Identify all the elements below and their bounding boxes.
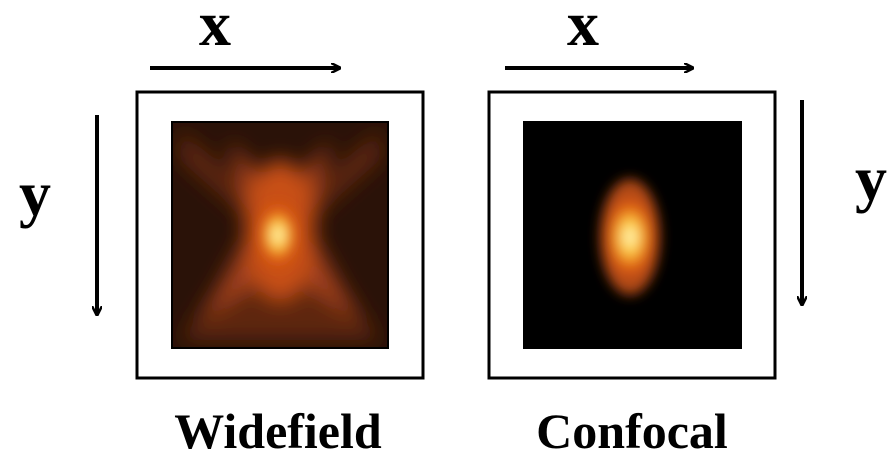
widefield-panel: x y Widefield bbox=[19, 0, 423, 454]
psf-image bbox=[172, 122, 388, 348]
y-label: y bbox=[855, 143, 887, 214]
x-label: x bbox=[199, 0, 231, 59]
x-label: x bbox=[567, 0, 599, 59]
figure: x y Widefield x y bbox=[0, 0, 892, 454]
psf-image bbox=[524, 122, 741, 348]
y-label: y bbox=[19, 158, 51, 229]
caption: Widefield bbox=[174, 403, 382, 454]
caption: Confocal bbox=[536, 403, 728, 454]
confocal-panel: x y Confocal bbox=[489, 0, 887, 454]
